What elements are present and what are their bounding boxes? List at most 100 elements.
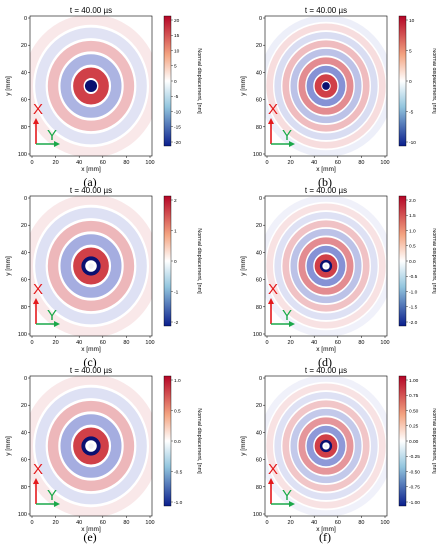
colorbar-tick-label: -1.5	[409, 305, 418, 311]
wave-ring	[30, 196, 152, 336]
y-axis-label: y [mm]	[5, 436, 12, 456]
wave-ring	[47, 400, 135, 492]
y-tick-label: 40	[21, 430, 27, 436]
core-ring	[319, 439, 333, 453]
colorbar-tick-label: 20	[174, 18, 180, 24]
x-tick-label: 80	[123, 340, 129, 346]
y-tick-label: 60	[21, 278, 27, 284]
colorbar-tick-label: -0.25	[409, 454, 420, 460]
wave-ring	[266, 383, 386, 509]
wave-ring	[265, 16, 387, 156]
colorbar-tick-label: -2.0	[409, 320, 418, 326]
y-direction-label: Y	[47, 487, 57, 504]
wave-ring	[265, 376, 387, 516]
wave-ring	[314, 74, 338, 98]
colorbar-tick-label: 0.0	[174, 439, 181, 445]
x-tick-label: 40	[76, 340, 82, 346]
colorbar	[163, 195, 172, 327]
y-tick-label: 0	[259, 16, 262, 22]
y-tick-label: 40	[256, 430, 262, 436]
x-direction-label: X	[268, 101, 278, 118]
x-tick-label: 100	[145, 340, 154, 346]
colorbar-label: Normal displacement, [nm]	[196, 408, 202, 474]
y-tick-label: 60	[256, 98, 262, 104]
y-tick-label: 100	[253, 152, 262, 158]
colorbar-tick-label: 0.25	[409, 424, 419, 430]
wave-ring	[47, 40, 135, 132]
x-tick-label: 80	[358, 520, 364, 526]
panel-caption: (b)	[318, 175, 332, 189]
core-center	[88, 263, 94, 269]
x-tick-label: 60	[100, 520, 106, 526]
wave-ring	[274, 211, 378, 321]
panel-title: t = 40.00 µs	[70, 6, 112, 15]
colorbar-tick-label: 0.0	[409, 259, 416, 265]
colorbar-tick-label: -0.5	[409, 274, 418, 280]
core-ring	[319, 259, 333, 273]
x-tick-label: 20	[53, 340, 59, 346]
wave-ring	[60, 54, 122, 118]
wave-ring	[282, 40, 370, 132]
wave-ring	[265, 196, 387, 336]
x-tick-label: 0	[30, 340, 33, 346]
y-direction-label: Y	[47, 127, 57, 144]
x-axis-label: x [mm]	[81, 526, 101, 533]
y-tick-label: 80	[21, 485, 27, 491]
colorbar	[398, 195, 407, 327]
y-axis-label: y [mm]	[5, 256, 12, 276]
x-tick-label: 0	[265, 160, 268, 166]
y-tick-label: 60	[256, 458, 262, 464]
y-tick-label: 20	[21, 223, 27, 229]
colorbar-tick-label: 0.5	[174, 408, 181, 414]
colorbar-label: Normal displacement, [nm]	[431, 48, 436, 114]
wave-ring	[282, 220, 370, 312]
wavefield	[265, 376, 387, 516]
wave-ring	[298, 417, 354, 475]
wavefield	[30, 16, 152, 156]
colorbar-tick-label: -0.5	[174, 469, 183, 475]
x-tick-label: 60	[335, 520, 341, 526]
wave-ring	[35, 207, 147, 325]
wavefield	[265, 16, 387, 156]
x-tick-label: 60	[100, 340, 106, 346]
x-axis-label: x [mm]	[81, 346, 101, 353]
x-tick-label: 60	[335, 160, 341, 166]
colorbar-tick-label: 0	[409, 79, 412, 85]
wave-ring	[266, 203, 386, 329]
core-ring	[81, 436, 101, 456]
y-axis-label: y [mm]	[240, 76, 247, 96]
colorbar-tick-label: 2.0	[409, 198, 416, 204]
y-tick-label: 20	[256, 223, 262, 229]
wave-ring	[282, 400, 370, 492]
colorbar-tick-label: -1.0	[174, 500, 183, 506]
x-axis-label: x [mm]	[81, 166, 101, 173]
colorbar-tick-label: 0	[174, 259, 177, 265]
colorbar-tick-label: 2	[174, 198, 177, 204]
panel-caption: (a)	[83, 175, 97, 189]
x-tick-label: 40	[76, 160, 82, 166]
colorbar-tick-label: 5	[409, 48, 412, 54]
wave-ring	[274, 31, 378, 141]
panel-caption: (d)	[318, 355, 332, 369]
y-tick-label: 80	[256, 305, 262, 311]
y-direction-label: Y	[282, 127, 292, 144]
y-tick-label: 100	[18, 512, 27, 518]
colorbar-tick-label: 1.0	[174, 378, 181, 384]
colorbar-tick-label: 0.50	[409, 408, 419, 414]
wave-ring	[73, 247, 109, 285]
wave-ring	[290, 408, 362, 484]
wave-ring	[266, 23, 386, 149]
x-tick-label: 40	[76, 520, 82, 526]
colorbar-tick-label: 15	[174, 33, 180, 39]
x-tick-label: 20	[288, 160, 294, 166]
wave-ring	[30, 16, 152, 156]
x-tick-label: 100	[145, 160, 154, 166]
core-center	[324, 444, 328, 448]
x-axis-label: x [mm]	[316, 526, 336, 533]
core-blob	[322, 82, 330, 90]
panel-title: t = 40.00 µs	[70, 366, 112, 375]
y-axis-label: y [mm]	[240, 256, 247, 276]
